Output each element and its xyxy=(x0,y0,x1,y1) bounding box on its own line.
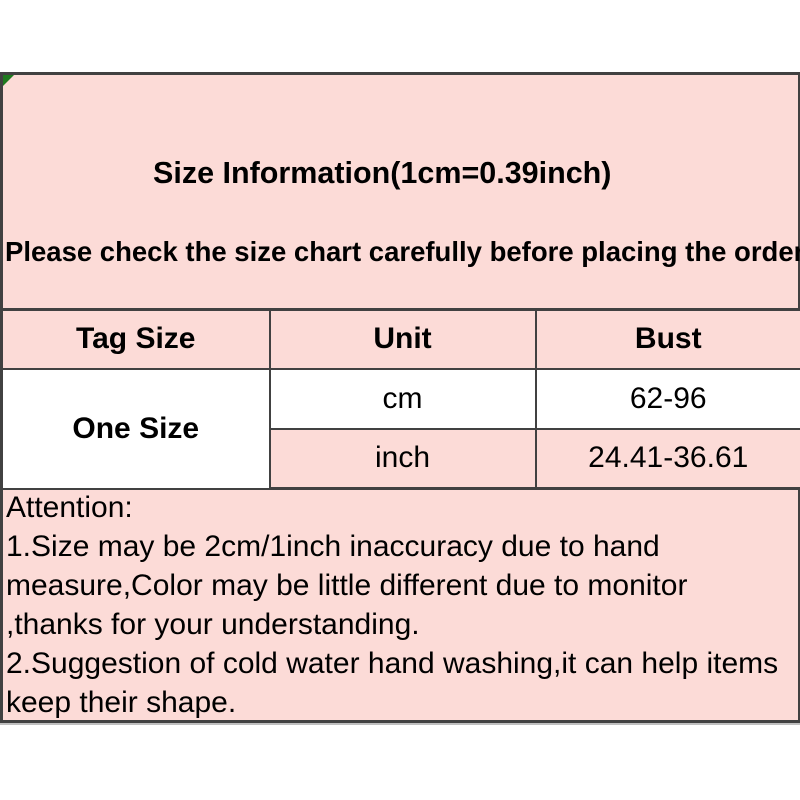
bust-inch-value: 24.41-36.61 xyxy=(534,427,800,490)
page-title: Size Information(1cm=0.39inch) xyxy=(153,156,612,190)
attention-line: measure,Color may be little different du… xyxy=(6,568,688,602)
tag-size-value: One Size xyxy=(0,367,271,490)
attention-line: Attention: xyxy=(6,491,133,524)
excel-error-triangle-icon xyxy=(3,75,14,86)
unit-inch: inch xyxy=(268,427,537,490)
size-chart-notice: Please check the size chart carefully be… xyxy=(5,236,800,267)
attention-line: keep their shape. xyxy=(6,685,237,719)
attention-line: ,thanks for your understanding. xyxy=(6,607,420,641)
attention-line: 2.Suggestion of cold water hand washing,… xyxy=(6,646,779,680)
attention-line: 1.Size may be 2cm/1inch inaccuracy due t… xyxy=(6,529,660,563)
unit-cm: cm xyxy=(268,367,537,430)
table-row-inch: inch 24.41-36.61 xyxy=(2,427,800,490)
table-row-cm: One Size cm 62-96 xyxy=(0,367,800,490)
col-header-bust: Bust xyxy=(534,308,800,370)
col-header-tag-size: Tag Size xyxy=(0,308,271,370)
size-table: Tag Size Unit Bust One Size cm 62-96 inc… xyxy=(0,308,800,490)
bust-cm-value: 62-96 xyxy=(534,367,800,430)
attention-note: Attention: 1.Size may be 2cm/1inch inacc… xyxy=(6,489,796,722)
size-table-header-row: Tag Size Unit Bust xyxy=(0,308,800,370)
col-header-unit: Unit xyxy=(268,308,537,370)
